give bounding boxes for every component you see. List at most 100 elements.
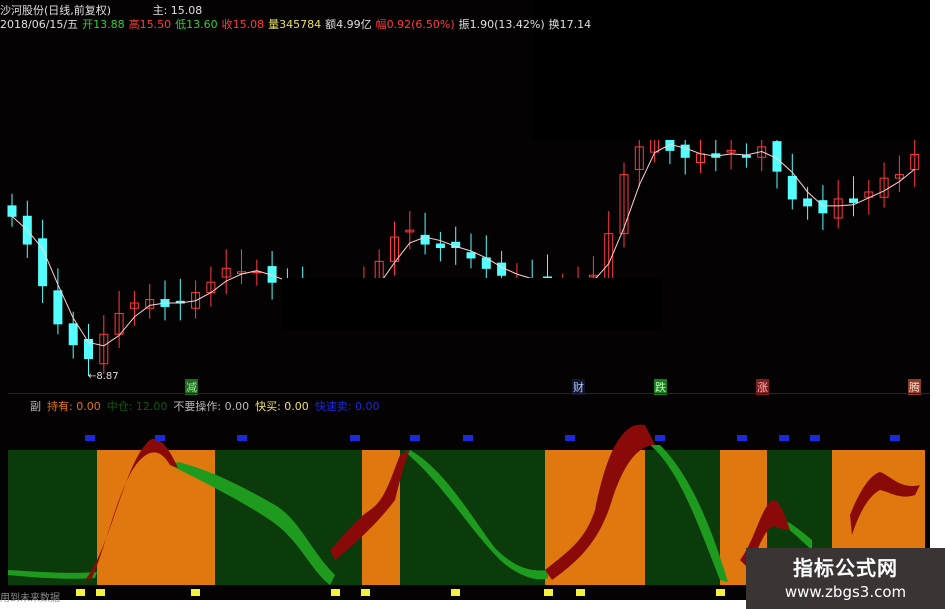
moving-average-line: [11, 144, 916, 347]
blue-signal-marker: [565, 435, 575, 441]
signal-reduce: 减: [185, 379, 198, 395]
zone-green: [645, 450, 720, 585]
blue-signal-marker: [85, 435, 95, 441]
quote-open: 开13.88: [82, 18, 125, 31]
signal-soar: 腾: [908, 379, 921, 395]
candle-down: [68, 323, 78, 346]
yellow-signal-marker: [191, 589, 200, 596]
quote-amplitude: 振1.90(13.42%): [458, 18, 545, 31]
legend-quick-sell: 快速卖: 0.00: [314, 400, 380, 413]
quote-change: 幅0.92(6.50%): [375, 18, 455, 31]
candle-up: [894, 174, 904, 179]
header-background: [0, 0, 530, 30]
candle-down: [772, 141, 782, 172]
candle-up: [129, 302, 139, 309]
yellow-signal-marker: [331, 589, 340, 596]
candle-up: [390, 236, 399, 262]
occluding-box: [533, 0, 930, 140]
candle-up: [221, 267, 231, 278]
candle-up: [619, 174, 629, 235]
red-ribbon: [850, 472, 920, 535]
blue-signal-marker: [779, 435, 789, 441]
indicator-legend: 副持有: 0.00 中仓: 12.00 不要操作: 0.00 快买: 0.00 快速卖:…: [30, 398, 386, 414]
main-indicator-value: 主: 15.08: [152, 4, 203, 17]
candle-down: [803, 198, 813, 207]
yellow-signal-marker: [576, 589, 585, 596]
legend-quick-buy: 快买: 0.00: [255, 400, 309, 413]
blue-signal-marker: [655, 435, 665, 441]
candle-down: [84, 338, 93, 360]
quote-volume: 量345784: [268, 18, 322, 31]
pane-divider[interactable]: [8, 393, 930, 394]
candle-up: [726, 149, 736, 153]
candle-down: [741, 155, 751, 158]
future-data-note: 用到未来数据: [0, 593, 60, 604]
legend-mid: 中仓: 12.00: [106, 400, 168, 413]
quote-high: 高15.50: [128, 18, 172, 31]
candle-up: [99, 333, 109, 365]
yellow-signal-marker: [716, 589, 725, 596]
chart-header-title: 沙河股份(日线,前复权) 主: 15.08: [0, 2, 202, 18]
pane-label: 副: [30, 400, 41, 413]
candle-up: [833, 198, 843, 219]
blue-signal-marker: [410, 435, 420, 441]
candle-up: [405, 229, 415, 233]
red-ribbon: [330, 450, 410, 560]
candle-up: [145, 299, 155, 309]
red-ribbon: [545, 424, 655, 580]
signal-fall: 跌: [654, 379, 667, 395]
candle-down: [420, 234, 430, 245]
signal-rise: 涨: [756, 379, 769, 395]
candle-up: [237, 271, 246, 275]
red-ribbon: [85, 439, 178, 580]
blue-signal-marker: [155, 435, 165, 441]
occluding-box: [282, 278, 662, 330]
signal-finance: 财: [572, 379, 585, 395]
candle-down: [680, 144, 690, 158]
candle-up: [864, 191, 874, 198]
candle-down: [435, 243, 445, 249]
quote-close: 收15.08: [221, 18, 265, 31]
candle-up: [114, 312, 124, 335]
quote-turnover: 换17.14: [548, 18, 592, 31]
blue-signal-marker: [463, 435, 473, 441]
blue-signal-marker: [810, 435, 820, 441]
candlestick-chart[interactable]: [0, 0, 930, 390]
candle-down: [818, 200, 828, 214]
green-ribbon: [8, 570, 97, 579]
quote-low: 低13.60: [175, 18, 218, 31]
low-price-label: ←8.87: [88, 371, 119, 382]
blue-signal-marker: [350, 435, 360, 441]
watermark-name: 指标公式网: [793, 556, 898, 580]
stock-title: 沙河股份(日线,前复权): [0, 4, 112, 17]
legend-no-op: 不要操作: 0.00: [173, 400, 250, 413]
candle-up: [879, 177, 889, 198]
yellow-signal-marker: [451, 589, 460, 596]
blue-signal-marker: [237, 435, 247, 441]
quote-bar: 2018/06/15/五 开13.88 高15.50 低13.60 收15.08 量345…: [0, 16, 595, 32]
candle-down: [7, 205, 17, 217]
candle-down: [466, 252, 476, 259]
yellow-signal-marker: [544, 589, 553, 596]
yellow-signal-marker: [361, 589, 370, 596]
yellow-signal-marker: [76, 589, 85, 596]
candle-down: [849, 198, 858, 203]
green-ribbon: [170, 462, 335, 585]
green-ribbon: [405, 450, 548, 580]
candle-down: [787, 175, 797, 200]
stock-chart-window: 沙河股份(日线,前复权) 主: 15.08 2018/06/15/五 开13.88…: [0, 0, 930, 604]
blue-signal-marker: [737, 435, 747, 441]
quote-date: 2018/06/15/五: [0, 18, 79, 31]
candle-down: [53, 290, 63, 325]
candle-up: [191, 292, 201, 309]
blue-signal-marker: [890, 435, 900, 441]
candle-down: [38, 238, 48, 287]
yellow-signal-marker: [96, 589, 105, 596]
legend-hold: 持有: 0.00: [47, 400, 101, 413]
quote-amount: 额4.99亿: [325, 18, 372, 31]
zone-green: [8, 450, 97, 585]
watermark-url: www.zbgs3.com: [784, 583, 907, 601]
watermark-logo: 指标公式网 www.zbgs3.com: [746, 548, 945, 609]
green-ribbon: [650, 445, 728, 582]
candle-up: [634, 146, 644, 170]
